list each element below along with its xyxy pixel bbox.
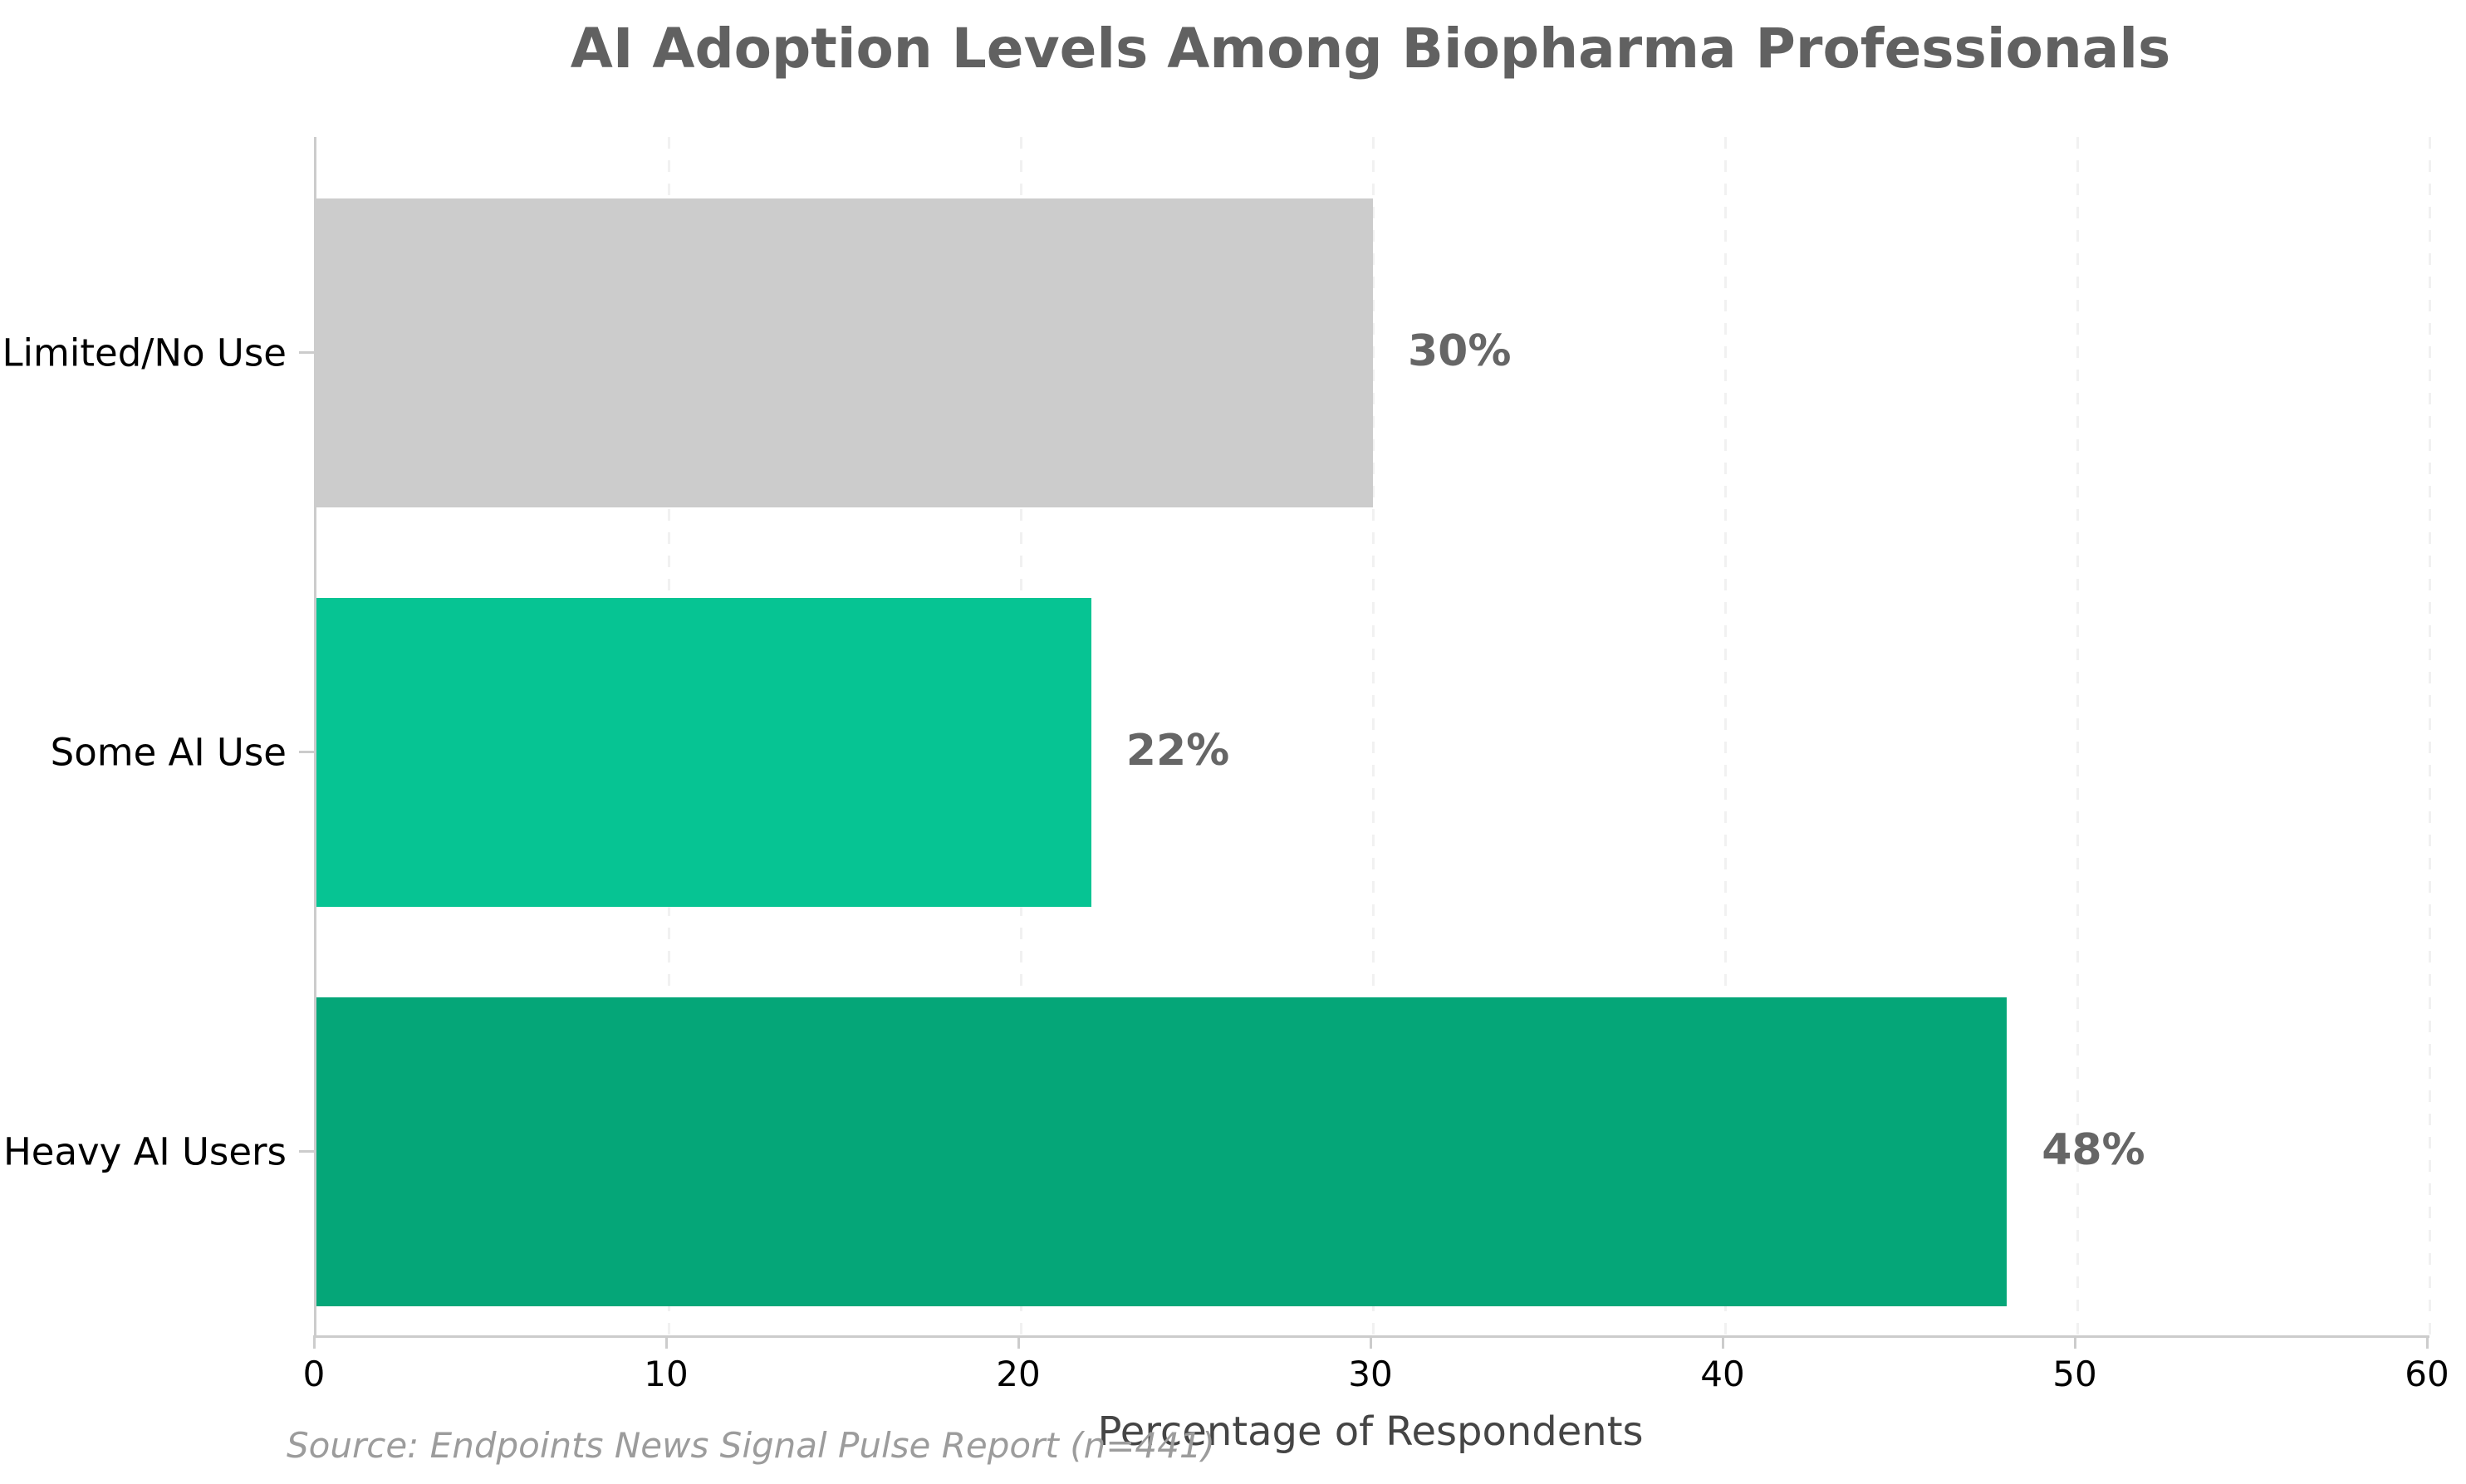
x-tick <box>1017 1335 1020 1349</box>
bar <box>316 597 1091 907</box>
gridline <box>1372 137 1375 1335</box>
y-tick <box>299 1150 314 1153</box>
category-label: Some AI Use <box>50 730 287 775</box>
category-label: Limited/No Use <box>2 331 287 375</box>
bar <box>316 198 1373 507</box>
gridline <box>2429 137 2431 1335</box>
x-tick-label: 0 <box>302 1354 326 1394</box>
y-tick <box>299 751 314 754</box>
gridline <box>2076 137 2079 1335</box>
x-tick <box>1721 1335 1724 1349</box>
chart-title: AI Adoption Levels Among Biopharma Profe… <box>570 17 2171 81</box>
bar-value-label: 48% <box>2042 1124 2145 1175</box>
x-tick <box>1369 1335 1372 1349</box>
x-tick <box>2073 1335 2076 1349</box>
category-label: Heavy AI Users <box>2 1129 287 1174</box>
x-tick-label: 20 <box>996 1354 1041 1394</box>
x-tick-label: 50 <box>2052 1354 2097 1394</box>
x-tick <box>312 1335 316 1349</box>
x-axis-title: Percentage of Respondents <box>1097 1408 1644 1455</box>
x-tick-label: 10 <box>644 1354 689 1394</box>
bar-value-label: 22% <box>1125 725 1230 776</box>
x-tick-label: 30 <box>1348 1354 1393 1394</box>
gridline <box>1724 137 1727 1335</box>
bar <box>316 997 2008 1306</box>
plot-area <box>314 137 2431 1338</box>
x-tick-label: 40 <box>1700 1354 1745 1394</box>
x-tick <box>664 1335 668 1349</box>
y-tick <box>299 351 314 355</box>
x-tick <box>2425 1335 2429 1349</box>
x-tick-label: 60 <box>2405 1354 2449 1394</box>
source-note: Source: Endpoints News Signal Pulse Repo… <box>287 1425 1215 1466</box>
bar-value-label: 30% <box>1408 326 1512 376</box>
